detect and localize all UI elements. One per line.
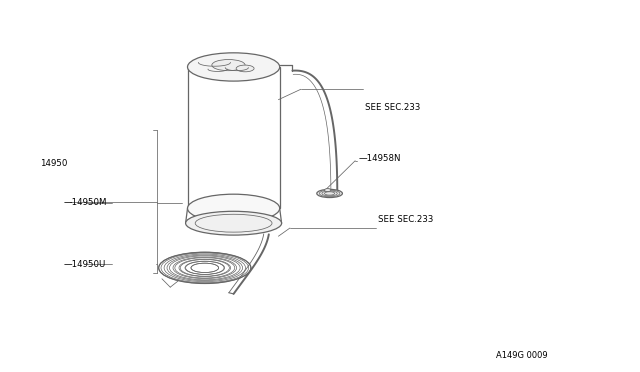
Text: SEE SEC.233: SEE SEC.233 (378, 215, 433, 224)
Text: —14950U: —14950U (64, 260, 106, 269)
Ellipse shape (317, 189, 342, 198)
Text: SEE SEC.233: SEE SEC.233 (365, 103, 420, 112)
Ellipse shape (324, 189, 331, 192)
Ellipse shape (212, 60, 245, 71)
Ellipse shape (188, 53, 280, 81)
Ellipse shape (236, 65, 254, 72)
Text: —14958N: —14958N (358, 154, 401, 163)
Ellipse shape (188, 194, 280, 222)
Text: —14950M: —14950M (64, 198, 108, 207)
Text: A149G 0009: A149G 0009 (496, 351, 548, 360)
Text: 14950: 14950 (40, 159, 68, 168)
Ellipse shape (159, 252, 251, 283)
Ellipse shape (186, 211, 282, 235)
